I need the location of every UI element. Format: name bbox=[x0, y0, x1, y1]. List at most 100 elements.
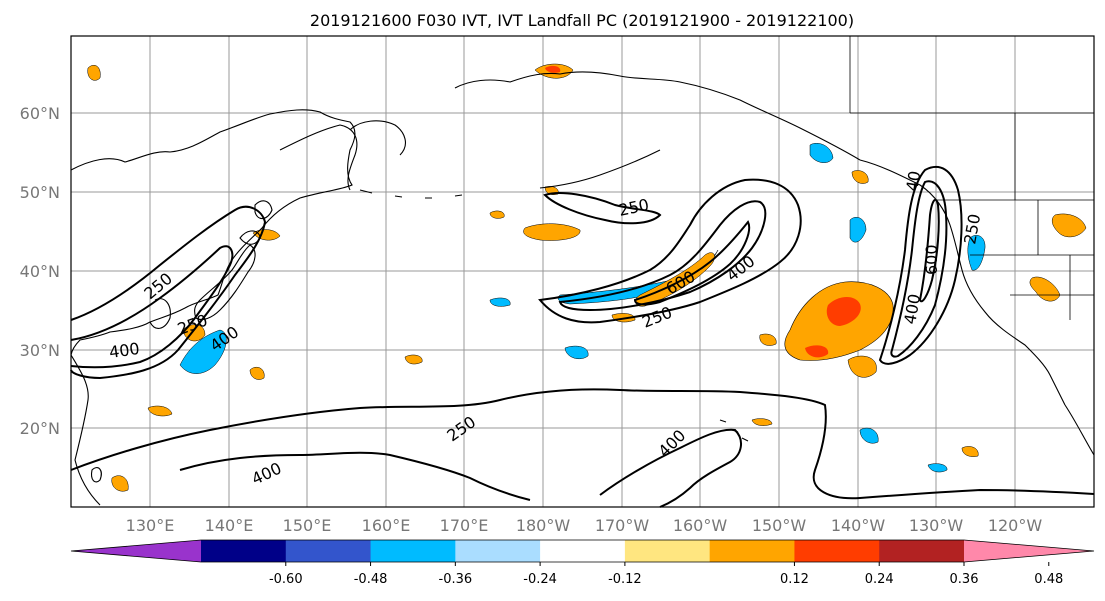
coast-mexico bbox=[1064, 404, 1095, 456]
lon-label: 160°E bbox=[362, 516, 411, 535]
lon-label: 150°E bbox=[283, 516, 332, 535]
orange-patch-subtropic-2 bbox=[751, 418, 773, 426]
colorbar: -0.60 -0.48 -0.36 -0.24 -0.12 0.12 0.24 0.36 0.4… bbox=[70, 539, 1095, 587]
coastlines bbox=[70, 71, 1095, 506]
coast-alaska bbox=[454, 71, 861, 161]
contour-250-south bbox=[70, 388, 1095, 500]
contour-400-coast bbox=[890, 180, 948, 358]
coast-kamchatka bbox=[279, 124, 358, 191]
coast-aleutians bbox=[359, 189, 463, 199]
contour-label: 600 bbox=[922, 244, 941, 275]
contour-600-coast bbox=[918, 198, 940, 303]
orange-patch-alaska-south bbox=[851, 170, 869, 184]
contour-250-north bbox=[543, 192, 662, 225]
coast-asia bbox=[70, 109, 356, 356]
contour-label: 400 bbox=[108, 339, 141, 362]
contour-label: 40 bbox=[902, 169, 924, 192]
lon-label: 150°W bbox=[752, 516, 807, 535]
colorbar-segment bbox=[879, 540, 965, 562]
lon-label: 140°E bbox=[205, 516, 254, 535]
orange-patch-rockies bbox=[1051, 213, 1087, 238]
colorbar-tick-label: -0.12 bbox=[608, 572, 642, 587]
blue-patch-west-coast bbox=[967, 235, 986, 271]
lat-label: 50°N bbox=[20, 183, 60, 202]
ivt-contours bbox=[70, 165, 1095, 508]
orange-patch-subtropic bbox=[404, 354, 423, 365]
gridlines bbox=[71, 36, 1094, 507]
map-title: 2019121600 F030 IVT, IVT Landfall PC (20… bbox=[310, 11, 854, 30]
red-core-east-pacific bbox=[826, 296, 861, 326]
colorbar-segment bbox=[624, 540, 711, 562]
orange-patch-japan-south bbox=[249, 367, 265, 380]
colorbar-tick-label: -0.48 bbox=[354, 572, 388, 587]
colorbar-segment bbox=[709, 540, 795, 562]
contour-250-coast bbox=[878, 165, 963, 365]
coast-alaska-peninsula bbox=[539, 149, 661, 189]
colorbar-extend-min bbox=[71, 540, 201, 562]
orange-patch-northwest bbox=[87, 65, 101, 81]
lon-label: 140°W bbox=[831, 516, 886, 535]
colorbar-tick-label: -0.60 bbox=[269, 572, 303, 587]
blue-patch-subtropic bbox=[564, 345, 589, 359]
lon-label: 130°E bbox=[126, 516, 175, 535]
political-borders bbox=[849, 36, 1094, 320]
blue-patch-japan bbox=[179, 329, 227, 374]
colorbar-segments bbox=[70, 539, 1095, 563]
contour-400-south-2 bbox=[599, 428, 742, 508]
lon-label: 180°W bbox=[516, 516, 571, 535]
orange-patch-small-b bbox=[847, 355, 877, 378]
orange-patch-sw-1 bbox=[147, 405, 173, 417]
contour-250-ar bbox=[538, 178, 802, 324]
blue-patch-gulf-alaska bbox=[849, 217, 867, 243]
lon-label: 170°W bbox=[595, 516, 650, 535]
coast-chukotka bbox=[349, 120, 406, 156]
orange-patch-45n bbox=[523, 223, 581, 241]
contour-600-ar bbox=[633, 220, 750, 306]
latitude-labels: 60°N 50°N 40°N 30°N 20°N bbox=[20, 104, 60, 438]
lat-label: 20°N bbox=[20, 419, 60, 438]
coast-north-america bbox=[859, 159, 1066, 406]
contour-400-south bbox=[179, 451, 531, 501]
orange-patch-sw-2 bbox=[111, 475, 129, 492]
colorbar-segment bbox=[794, 540, 880, 562]
lon-label: 160°W bbox=[673, 516, 728, 535]
colorbar-segment bbox=[540, 540, 626, 562]
colorbar-tick-label: -0.24 bbox=[523, 572, 557, 587]
orange-patch-small-a bbox=[759, 333, 777, 346]
contour-400-ar bbox=[558, 200, 767, 312]
contour-250-japan bbox=[70, 205, 267, 380]
orange-patch-small-c bbox=[489, 210, 505, 219]
coast-china-south bbox=[70, 354, 101, 506]
colorbar-segment bbox=[201, 540, 287, 562]
lat-label: 40°N bbox=[20, 262, 60, 281]
blue-patch-ar-west bbox=[489, 297, 511, 307]
blue-patch-subtropic-3 bbox=[927, 463, 948, 473]
colorbar-ticks: -0.60 -0.48 -0.36 -0.24 -0.12 0.12 0.24 0.36 0.4… bbox=[269, 562, 1063, 587]
lon-label: 120°W bbox=[988, 516, 1043, 535]
red-core-bering bbox=[545, 65, 561, 73]
longitude-labels: 130°E 140°E 150°E 160°E 170°E 180°W 170°… bbox=[126, 516, 1043, 535]
blue-patch-alaska-coast bbox=[809, 142, 834, 163]
colorbar-tick-label: 0.12 bbox=[780, 572, 809, 587]
lon-label: 170°E bbox=[440, 516, 489, 535]
lon-label: 130°W bbox=[909, 516, 964, 535]
ivt-fill-patches bbox=[87, 63, 1087, 492]
colorbar-segment bbox=[285, 540, 372, 562]
colorbar-extend-max bbox=[964, 540, 1094, 562]
coast-taiwan bbox=[91, 467, 102, 483]
map-frame bbox=[70, 35, 1095, 508]
colorbar-segment bbox=[455, 540, 541, 562]
lat-label: 30°N bbox=[20, 341, 60, 360]
contour-400-japan bbox=[70, 245, 234, 369]
colorbar-tick-label: 0.48 bbox=[1034, 572, 1063, 587]
coast-sakhalin bbox=[254, 200, 273, 220]
orange-patch-subtropic-3 bbox=[961, 446, 979, 457]
coast-korea bbox=[149, 298, 171, 329]
colorbar-outline bbox=[70, 539, 1095, 563]
colorbar-segment bbox=[370, 540, 456, 562]
colorbar-tick-label: -0.36 bbox=[439, 572, 473, 587]
colorbar-tick-label: 0.24 bbox=[865, 572, 894, 587]
red-core-east-pacific-2 bbox=[805, 345, 829, 358]
